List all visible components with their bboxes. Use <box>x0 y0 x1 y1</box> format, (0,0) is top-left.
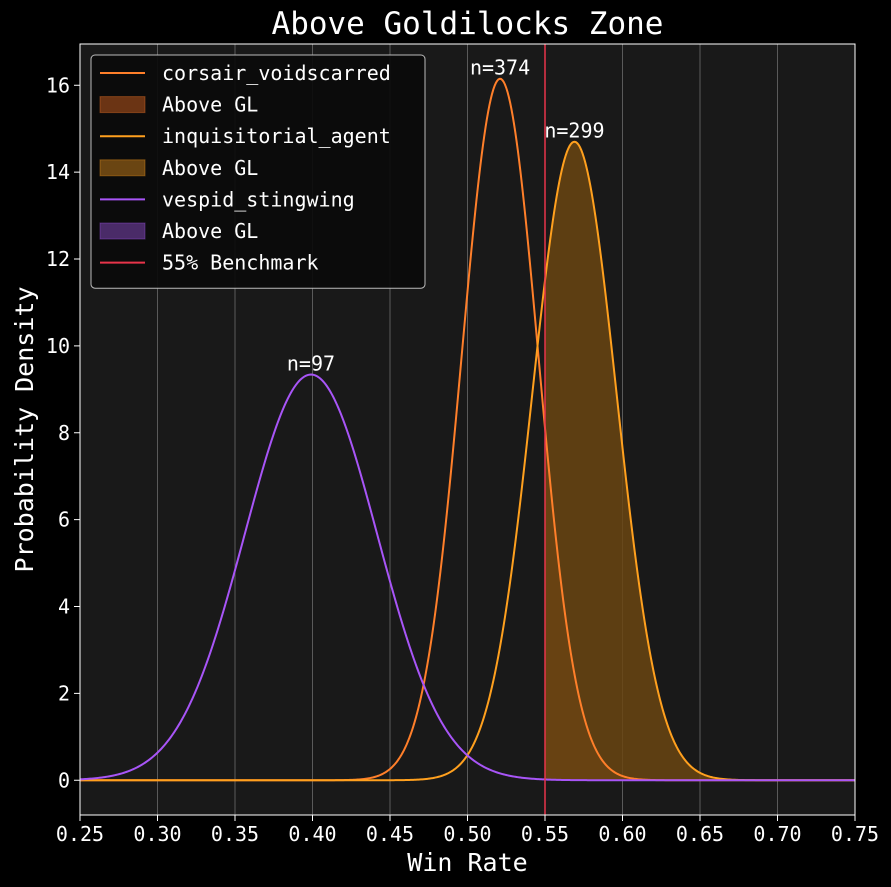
curve-layer <box>79 77 855 782</box>
legend-entry-above-gl-inquisitorial_agent: Above GL <box>162 156 258 180</box>
legend-entry-vespid_stingwing: vespid_stingwing <box>162 187 355 211</box>
y-tick-label: 6 <box>58 508 70 532</box>
x-tick-label: 0.30 <box>133 822 181 846</box>
x-tick-label: 0.35 <box>211 822 259 846</box>
y-tick-label: 8 <box>58 421 70 445</box>
chart-title: Above Goldilocks Zone <box>272 6 664 42</box>
legend: corsair_voidscarred Above GL inquisitorial… <box>90 54 426 289</box>
x-axis-label: Win Rate <box>407 848 527 877</box>
y-tick-label: 16 <box>46 73 70 97</box>
y-tick-label: 12 <box>46 247 70 271</box>
legend-entry-above-gl-corsair_voidscarred: Above GL <box>162 93 258 117</box>
legend-patch-swatch <box>99 222 146 240</box>
x-tick-label: 0.60 <box>598 822 646 846</box>
curve-vespid_stingwing <box>79 373 855 782</box>
above-gl-area-inquisitorial_agent <box>545 141 855 781</box>
legend-entry-above-gl-vespid_stingwing: Above GL <box>162 219 258 243</box>
y-tick-label: 4 <box>58 595 70 619</box>
x-tick-label: 0.25 <box>56 822 104 846</box>
legend-entry-benchmark: 55% Benchmark <box>162 251 319 275</box>
annotation-layer: n=374 n=299 n=97 <box>287 56 605 376</box>
x-tick-label: 0.65 <box>676 822 724 846</box>
x-tick-label: 0.45 <box>366 822 414 846</box>
legend-box <box>90 54 426 289</box>
x-tick-label: 0.50 <box>443 822 491 846</box>
n-label-inquisitorial_agent: n=299 <box>544 119 604 143</box>
y-tick-label: 2 <box>58 681 70 705</box>
n-label-vespid_stingwing: n=97 <box>287 352 335 376</box>
y-tick-label: 14 <box>46 160 70 184</box>
n-label-corsair_voidscarred: n=374 <box>470 56 530 80</box>
legend-patch-swatch <box>99 159 146 177</box>
x-tick-label: 0.40 <box>288 822 336 846</box>
y-tick-label: 0 <box>58 768 70 792</box>
y-tick-label: 10 <box>46 334 70 358</box>
y-axis-label: Probability Density <box>10 287 39 573</box>
tick-layer: 0.25 0.30 0.35 0.40 0.45 0.50 0.55 0.60 0.65 0.70… <box>46 73 879 846</box>
legend-patch-swatch <box>99 96 146 114</box>
x-tick-label: 0.55 <box>521 822 569 846</box>
x-tick-label: 0.70 <box>753 822 801 846</box>
legend-entry-inquisitorial_agent: inquisitorial_agent <box>162 124 391 148</box>
x-tick-label: 0.75 <box>831 822 879 846</box>
legend-entry-corsair_voidscarred: corsair_voidscarred <box>162 61 391 85</box>
